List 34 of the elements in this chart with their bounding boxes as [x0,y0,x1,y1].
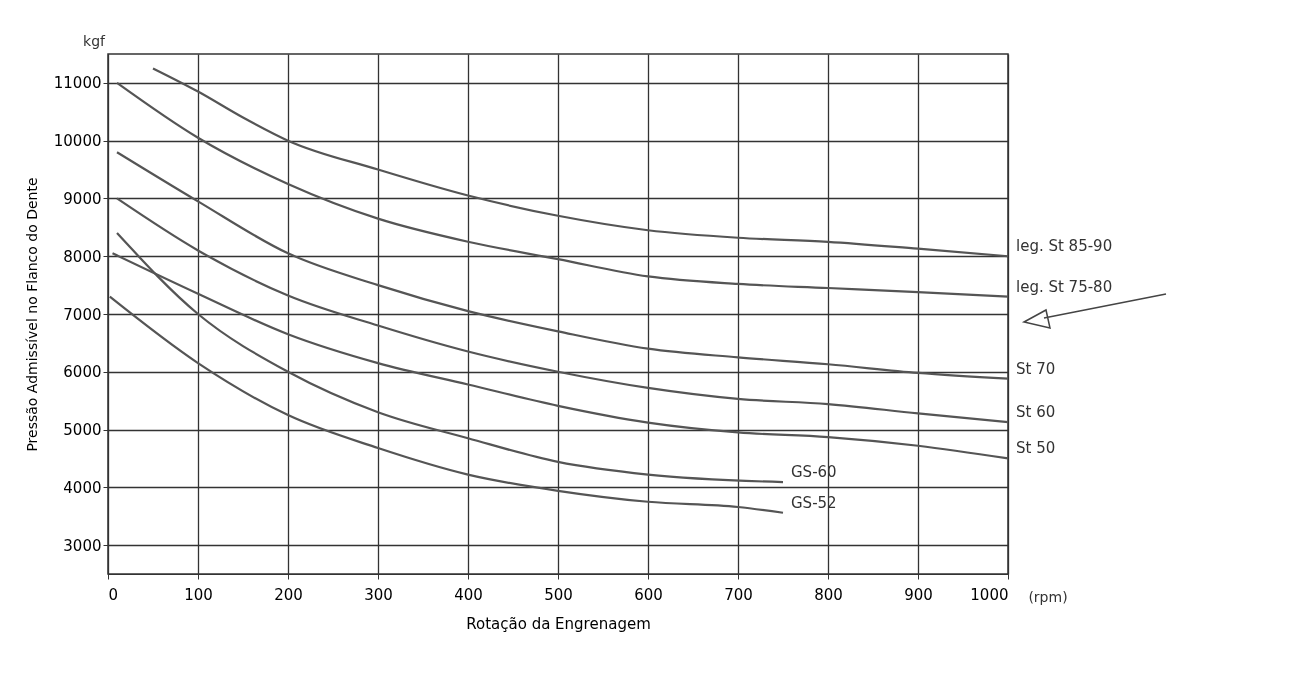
y-tick-label: 3000 [63,536,102,555]
x-tick-label: 600 [634,585,663,604]
y-tick-label: 10000 [53,132,102,151]
series-label: St 60 [1016,403,1056,422]
series-label: St 50 [1016,439,1056,458]
x-axis-title: Rotação da Engrenagem [466,614,651,633]
y-tick-label: 4000 [63,478,102,497]
series-label: St 70 [1016,359,1056,378]
line-series [115,151,1010,380]
y-axis-title: Pressão Admissível no Flanco do Dente [23,177,40,452]
y-tick-label: 11000 [53,74,102,93]
x-tick-label: 400 [454,585,483,604]
series-label: leg. St 85-90 [1016,237,1113,256]
y-tick-label: 6000 [63,363,102,382]
series-label: leg. St 75-80 [1016,277,1113,296]
x-tick-label: 300 [364,585,393,604]
line-series [115,197,1010,424]
y-tick-label: 8000 [63,247,102,266]
y-tick-label: 9000 [63,189,102,208]
line-series [151,67,1010,258]
y-tick-label: 5000 [63,421,102,440]
x-tick-label: 100 [184,585,213,604]
y-tick-label: 7000 [63,305,102,324]
line-series [115,81,1010,298]
x-tick-label: 800 [814,585,843,604]
x-tick-label: 500 [544,585,573,604]
x-tick-label: 900 [904,585,933,604]
x-tick-label: 0 [108,585,119,604]
text: kgf [83,33,107,49]
line-series [108,295,785,514]
text: (rpm) [1028,589,1068,605]
x-tick-label: 1000 [970,585,1009,604]
x-tick-label: 700 [724,585,753,604]
x-tick-label: 200 [274,585,303,604]
